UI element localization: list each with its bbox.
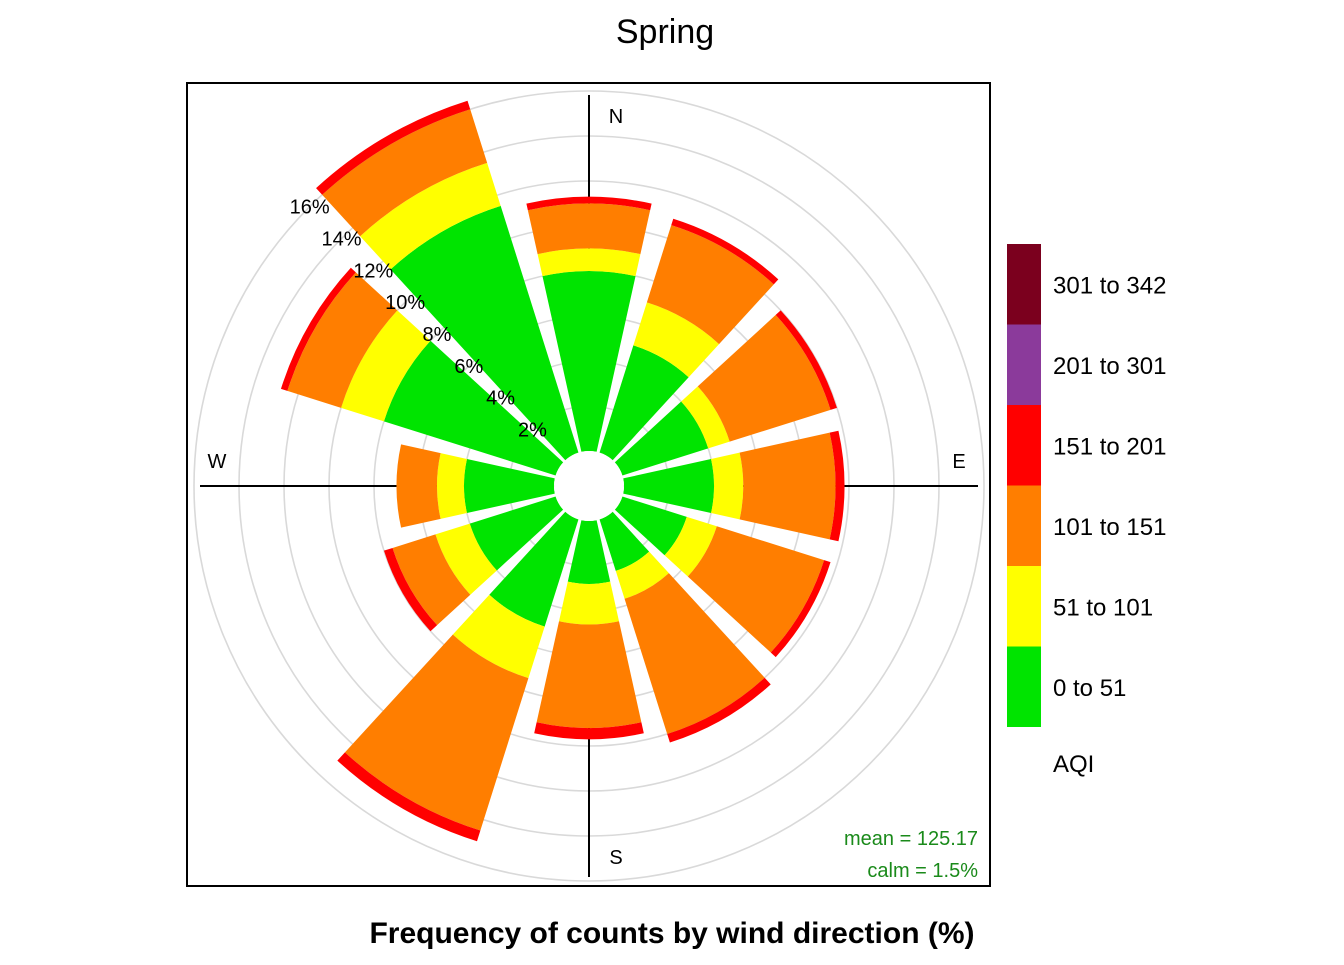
bar-dir-60-151-to-201 <box>775 310 837 410</box>
legend-label-151-to-201: 151 to 201 <box>1053 433 1166 460</box>
legend-label-51-to-101: 51 to 101 <box>1053 594 1153 621</box>
windrose-bars <box>280 100 845 842</box>
bar-dir-210-0-to-51 <box>489 511 579 627</box>
bar-dir-300-151-to-201 <box>280 267 356 391</box>
bar-dir-60-0-to-51 <box>614 401 709 476</box>
bar-dir-240-51-to-101 <box>435 523 497 595</box>
chart-title: Spring <box>616 13 714 51</box>
bar-dir-270-101-to-151 <box>396 444 441 528</box>
bar-dir-30-51-to-101 <box>633 302 720 378</box>
legend-swatch-151-to-201 <box>1007 405 1041 486</box>
legend-label-201-to-301: 201 to 301 <box>1053 353 1166 380</box>
bar-dir-300-51-to-101 <box>341 310 431 422</box>
bar-dir-330-51-to-101 <box>360 162 501 270</box>
bar-dir-300-0-to-51 <box>383 340 564 476</box>
legend-title: AQI <box>1053 751 1094 778</box>
bar-dir-180-0-to-51 <box>567 520 611 585</box>
radial-tick-label-16: 16% <box>290 197 330 219</box>
bar-dir-120-151-to-201 <box>770 560 831 658</box>
bar-dir-30-101-to-151 <box>646 225 774 345</box>
bar-dir-180-151-to-201 <box>534 722 644 740</box>
legend-label-301-to-342: 301 to 342 <box>1053 272 1166 299</box>
bar-dir-120-51-to-101 <box>664 516 717 577</box>
bar-dir-330-151-to-201 <box>316 100 471 195</box>
bar-dir-210-51-to-101 <box>452 594 545 679</box>
mean-annotation: mean = 125.17 <box>844 828 978 850</box>
calm-annotation: calm = 1.5% <box>867 860 978 882</box>
bar-dir-0-151-to-201 <box>526 196 652 211</box>
bar-dir-90-51-to-101 <box>711 452 744 520</box>
bar-dir-90-151-to-201 <box>829 430 845 542</box>
bar-dir-300-101-to-151 <box>287 272 398 408</box>
radial-tick-label-14: 14% <box>321 229 361 251</box>
compass-label-east: E <box>952 451 965 473</box>
bar-dir-0-101-to-151 <box>527 203 651 255</box>
bar-dir-270-51-to-101 <box>436 453 467 519</box>
legend-swatch-101-to-151 <box>1007 485 1041 566</box>
radial-tick-label-6: 6% <box>454 356 483 378</box>
calm-center <box>554 451 624 521</box>
radial-tick-label-10: 10% <box>385 292 425 314</box>
plot-frame <box>186 82 991 887</box>
radial-tick-label-2: 2% <box>518 419 547 441</box>
bar-dir-0-0-to-51 <box>542 271 636 452</box>
compass-label-south: S <box>609 847 622 869</box>
bar-dir-90-101-to-151 <box>739 432 836 540</box>
compass-label-north: N <box>609 106 623 128</box>
bar-dir-120-0-to-51 <box>614 496 687 556</box>
bar-dir-90-0-to-51 <box>623 458 715 514</box>
radial-tick-label-12: 12% <box>353 260 393 282</box>
legend-label-101-to-151: 101 to 151 <box>1053 514 1166 541</box>
x-axis-label: Frequency of counts by wind direction (%… <box>369 917 974 950</box>
bar-dir-330-0-to-51 <box>390 205 579 461</box>
bar-dir-60-101-to-151 <box>697 314 831 442</box>
bar-dir-150-151-to-201 <box>667 677 771 743</box>
bar-dir-210-101-to-151 <box>344 634 529 831</box>
bar-dir-240-101-to-151 <box>392 534 471 626</box>
bar-dir-0-51-to-101 <box>537 248 641 277</box>
legend-swatch-201-to-301 <box>1007 324 1041 405</box>
bar-dir-150-51-to-101 <box>615 551 669 599</box>
bar-dir-210-151-to-201 <box>337 752 481 842</box>
legend-swatch-0-to-51 <box>1007 646 1041 727</box>
bar-dir-240-151-to-201 <box>383 547 438 632</box>
bar-dir-180-101-to-151 <box>536 621 642 728</box>
bar-dir-150-101-to-151 <box>624 573 765 734</box>
compass-label-west: W <box>208 451 227 473</box>
legend-label-0-to-51: 0 to 51 <box>1053 675 1126 702</box>
legend-swatch-51-to-101 <box>1007 566 1041 647</box>
radial-tick-labels: 2%4%6%8% 10% 12% 14% 16% <box>290 197 547 442</box>
bar-dir-120-101-to-151 <box>687 526 825 653</box>
bar-dir-330-101-to-151 <box>322 109 488 237</box>
bar-dir-30-0-to-51 <box>599 345 689 461</box>
bar-dir-270-0-to-51 <box>463 458 555 514</box>
bar-dir-180-51-to-101 <box>559 581 619 625</box>
radial-tick-label-4: 4% <box>486 388 515 410</box>
grid-circle-16 <box>193 90 985 882</box>
aqi-legend: 301 to 342 201 to 301 151 to 201 101 to 151… <box>1007 244 1166 727</box>
bar-dir-30-151-to-201 <box>671 218 779 285</box>
bar-dir-240-0-to-51 <box>469 496 564 571</box>
bar-dir-60-51-to-101 <box>681 386 730 449</box>
radial-tick-label-8: 8% <box>423 324 452 346</box>
legend-swatch-301-to-342 <box>1007 244 1041 325</box>
bar-dir-150-0-to-51 <box>599 511 650 571</box>
